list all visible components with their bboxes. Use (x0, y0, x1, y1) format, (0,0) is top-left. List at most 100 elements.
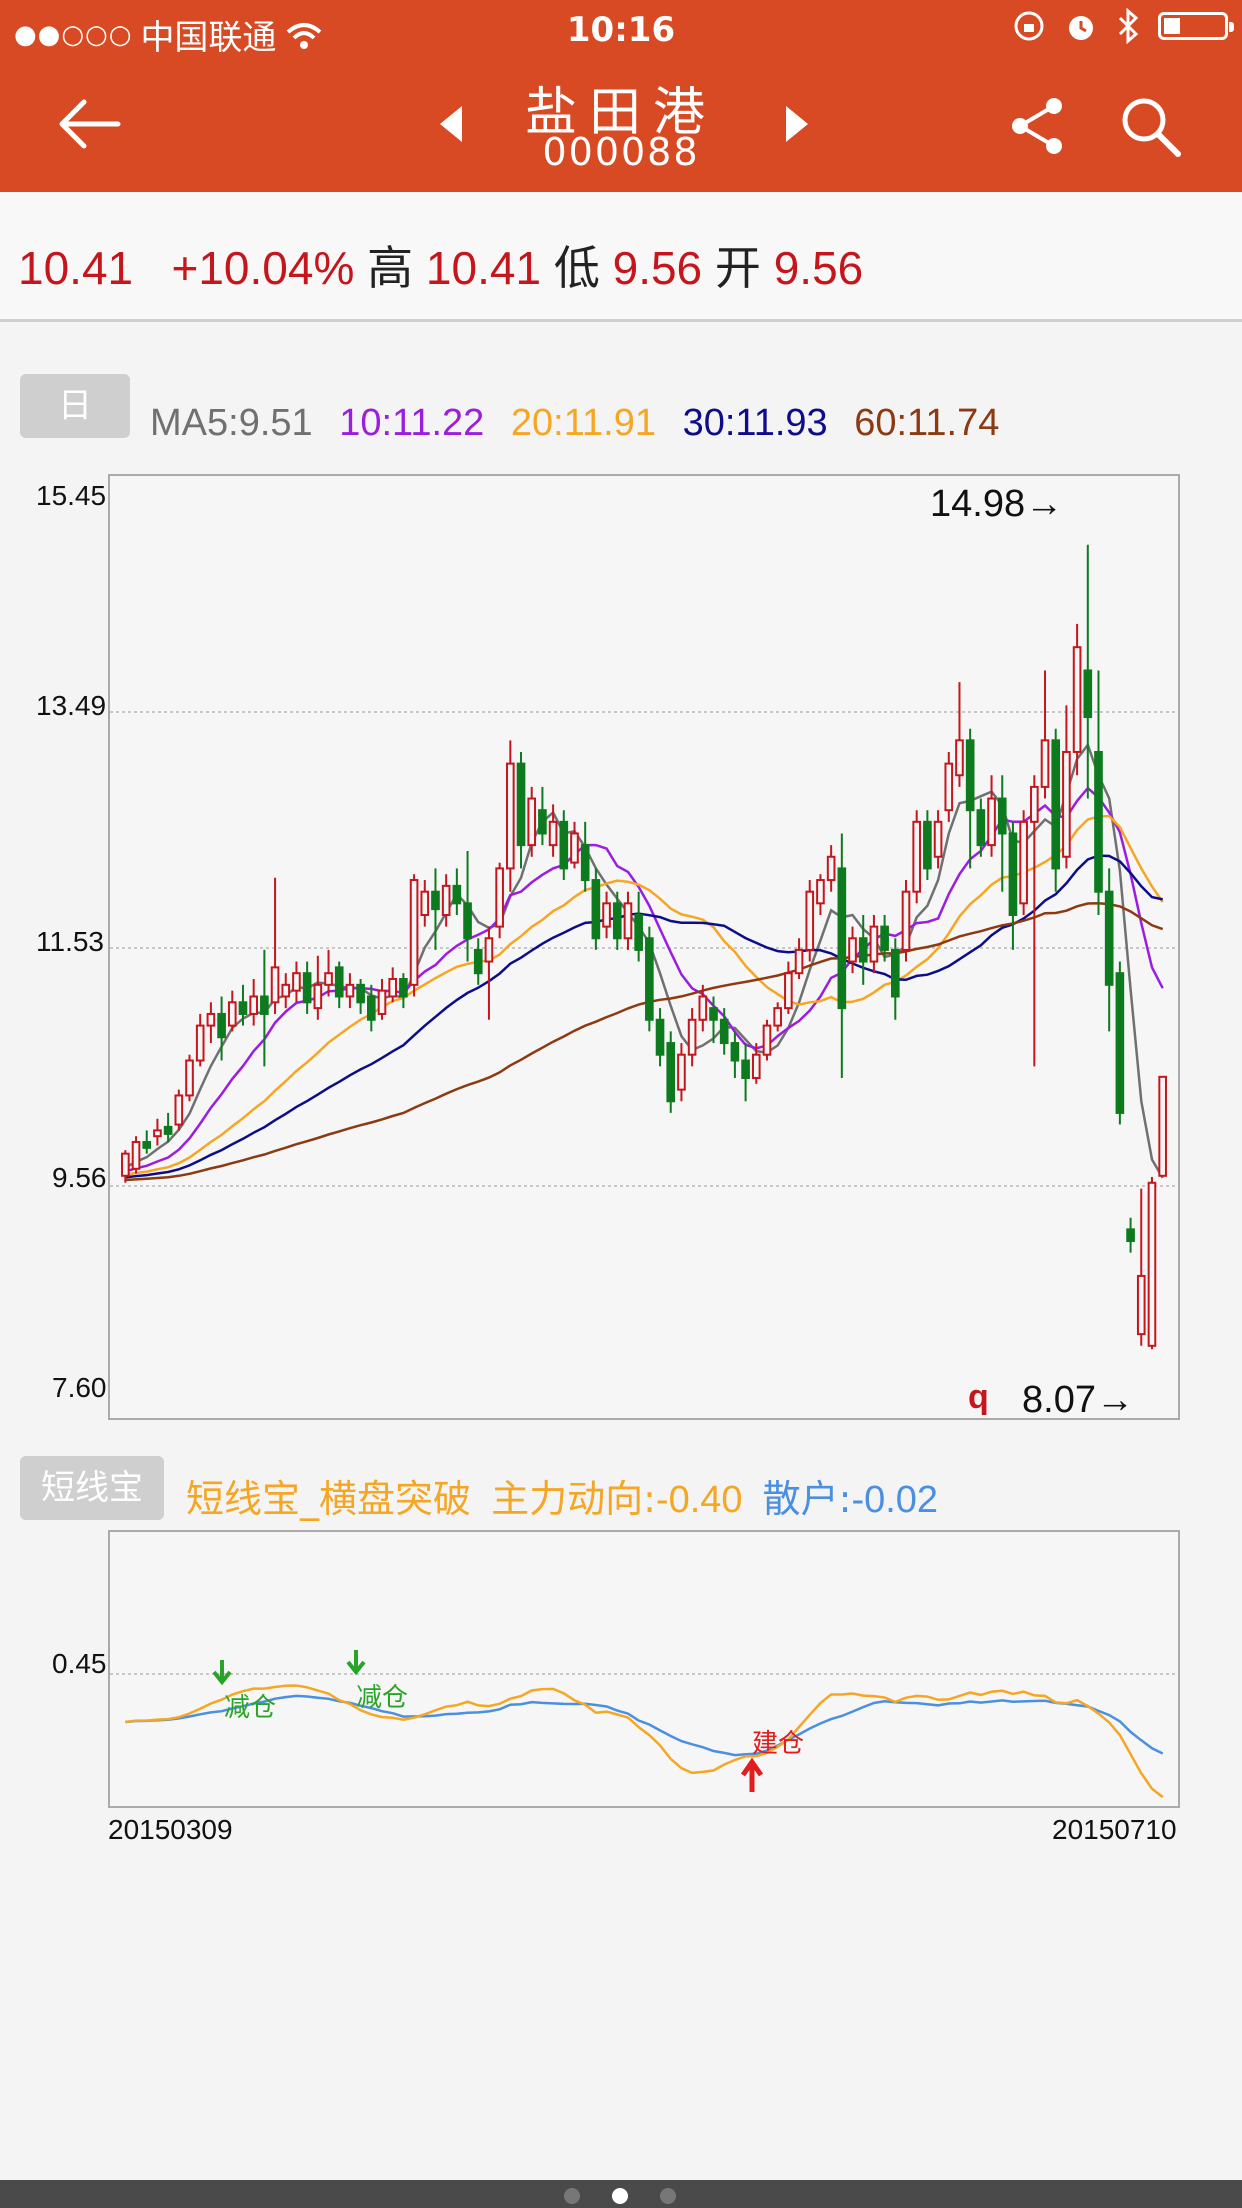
page-dot[interactable] (564, 2188, 580, 2204)
candle-body-up (602, 902, 611, 928)
low-value: 9.56 (612, 242, 703, 294)
candle-body-up (762, 1024, 772, 1056)
main-force-line (125, 1684, 1164, 1799)
buy-signal-arrow (740, 1757, 764, 1792)
candle (591, 868, 601, 950)
status-time: 10:16 (566, 10, 676, 50)
sell-signal-arrow (346, 1650, 366, 1676)
candle (666, 1031, 676, 1113)
candle-body-down (473, 948, 483, 975)
candle (538, 786, 547, 846)
candle-body-up (388, 978, 398, 998)
candle-body-up (1030, 785, 1039, 823)
candle-body-up (506, 762, 515, 870)
indicator-tab[interactable]: 短线宝 (20, 1456, 164, 1520)
start-date: 20150309 (108, 1814, 233, 1845)
search-icon[interactable] (1120, 96, 1182, 158)
ma10-value: 10:11.22 (339, 402, 485, 444)
y-tick-label: 7.60 (52, 1372, 107, 1403)
candle (634, 891, 643, 962)
main-force-label: 主力动向: (491, 1477, 656, 1521)
candle-body-down (837, 867, 847, 1010)
last-price: 10.41 (18, 242, 134, 294)
candle-body-up (131, 1141, 141, 1170)
y-tick-label: 15.45 (36, 480, 107, 511)
candle-body-up (805, 890, 815, 951)
indicator-name: 短线宝_横盘突破 (186, 1477, 472, 1521)
candle-body-up (869, 925, 879, 963)
candle-body-down (634, 913, 643, 951)
candle-body-down (142, 1141, 152, 1149)
candle-body-up (313, 983, 323, 1010)
q-marker: q (968, 1378, 989, 1416)
stock-code: 000088 (542, 130, 700, 174)
candle-body-down (655, 1018, 665, 1056)
candle (965, 728, 975, 869)
candle (174, 1089, 184, 1131)
candle-body-down (399, 978, 408, 998)
candle (1051, 728, 1061, 892)
candle-body-up (206, 1012, 216, 1027)
candle (548, 804, 558, 857)
candle-body-up (944, 762, 954, 812)
candle (292, 961, 301, 1003)
candle (1104, 868, 1114, 1032)
wifi-icon (287, 22, 322, 49)
next-stock-icon[interactable] (782, 104, 812, 144)
candle (933, 810, 943, 869)
candle (195, 1013, 205, 1067)
page-dot[interactable] (660, 2188, 676, 2204)
candle (826, 845, 836, 892)
candle (901, 880, 911, 962)
candle (302, 961, 312, 1014)
page-indicator (0, 2180, 1242, 2208)
period-tab[interactable]: 日 (20, 374, 130, 438)
alarm-icon (1069, 16, 1093, 40)
candle (441, 874, 451, 927)
candle (677, 1043, 686, 1102)
candle-body-down (1104, 890, 1114, 986)
candle-body-up (377, 989, 387, 1015)
candle-body-down (163, 1125, 173, 1135)
candle (1094, 670, 1103, 915)
candle (805, 880, 815, 962)
candle-body-up (409, 879, 419, 986)
candle-body-up (623, 902, 633, 940)
candle (345, 973, 355, 1009)
indicator-chart[interactable]: 减仓 减仓 建仓 (108, 1530, 1180, 1808)
prev-stock-icon[interactable] (436, 104, 466, 144)
candle-body-up (751, 1053, 761, 1079)
candle-body-down (516, 762, 526, 847)
candle-body-up (227, 1001, 237, 1027)
candle-body-down (538, 809, 547, 835)
candle (1030, 775, 1039, 1067)
status-bar: ●●○○○ 中国联通 10:16 (0, 0, 1242, 60)
candle-body-down (645, 937, 654, 1021)
candle-body-up (292, 972, 301, 992)
candle (131, 1136, 141, 1174)
share-icon[interactable] (1008, 96, 1068, 156)
candle-body-down (858, 937, 868, 963)
back-arrow-icon[interactable] (56, 98, 122, 150)
kline-chart[interactable]: 14.98→ q 8.07→ (108, 474, 1180, 1420)
candle (837, 833, 847, 1078)
candle-body-up (816, 879, 825, 905)
candle-body-up (527, 797, 537, 847)
y-tick-label: 11.53 (36, 926, 104, 957)
candle (206, 1002, 216, 1044)
bluetooth-icon (1118, 8, 1139, 44)
sell-signal-arrow (212, 1660, 232, 1686)
candle (495, 862, 504, 939)
y-tick-label: 13.49 (36, 690, 107, 721)
candle (997, 775, 1007, 892)
candle-body-up (174, 1094, 184, 1126)
candle-body-up (185, 1059, 194, 1097)
candle-body-down (1094, 750, 1103, 893)
page-dot-active[interactable] (612, 2188, 628, 2204)
signal-strength-icon: ●●○○○ (14, 19, 133, 50)
candle-body-down (1051, 739, 1061, 870)
candle (890, 938, 900, 1020)
candle-body-down (965, 739, 975, 812)
candle-body-up (677, 1053, 686, 1091)
ma30-line (125, 854, 1163, 1179)
